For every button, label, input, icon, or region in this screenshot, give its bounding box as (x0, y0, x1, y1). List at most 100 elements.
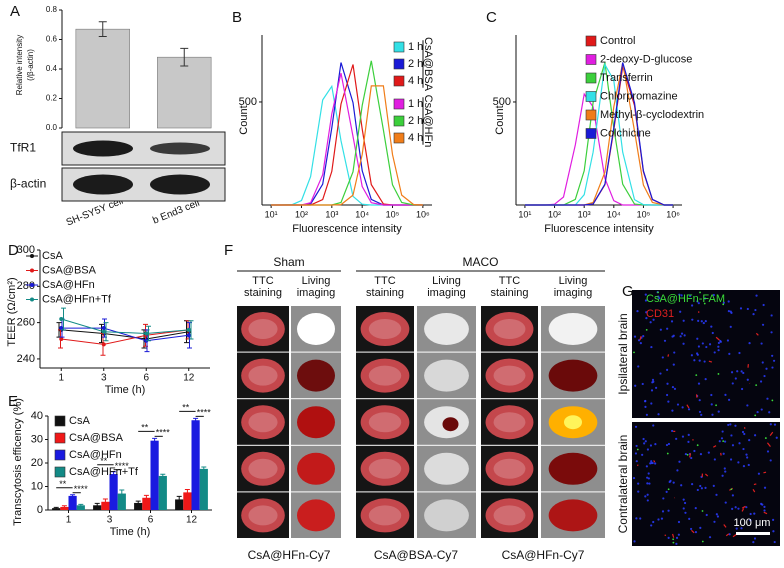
bar (199, 468, 208, 510)
nucleus (676, 469, 679, 472)
nucleus (652, 520, 655, 524)
brain-signal (564, 415, 582, 430)
nucleus (721, 474, 724, 477)
brain-signal (424, 452, 469, 485)
fam-signal (696, 444, 699, 447)
nucleus (700, 320, 703, 323)
bar (191, 420, 200, 510)
series-line (61, 329, 189, 340)
nucleus (697, 345, 701, 348)
nucleus (740, 370, 743, 373)
nucleus (665, 393, 669, 397)
vessel (691, 529, 695, 534)
nucleus (773, 540, 776, 544)
x-tick-label: 12 (186, 515, 198, 526)
y-tick-label: 240 (17, 353, 35, 365)
stain-label: CD31 (646, 308, 674, 320)
nucleus (735, 527, 738, 530)
nucleus (746, 378, 749, 381)
nucleus (649, 444, 653, 447)
legend-label: Control (600, 35, 635, 47)
legend-group: CsA@BSA (422, 37, 434, 92)
legend-swatch (393, 41, 405, 53)
series-line (524, 62, 674, 206)
nucleus (660, 517, 664, 520)
point (101, 329, 106, 334)
nucleus (693, 359, 696, 362)
nucleus (724, 501, 727, 504)
nucleus (651, 378, 655, 382)
nucleus (729, 325, 732, 328)
nucleus (761, 323, 765, 326)
bar (75, 28, 130, 129)
brain-signal (297, 406, 335, 439)
brain-signal (548, 452, 598, 485)
nucleus (708, 536, 712, 539)
nucleus (644, 293, 647, 296)
nucleus (667, 536, 670, 539)
nucleus (746, 456, 749, 459)
error-bar (176, 495, 182, 503)
nucleus (723, 467, 726, 470)
blot-band (73, 174, 133, 195)
column-header: Living (559, 275, 588, 287)
nucleus (696, 300, 699, 303)
nucleus (704, 378, 707, 381)
nucleus (657, 518, 660, 521)
vessel (712, 445, 717, 448)
legend-swatch (54, 432, 66, 444)
vessel (653, 460, 656, 463)
y-axis-label: Transcytosis efficency (%) (12, 398, 24, 526)
nucleus (687, 408, 691, 411)
nucleus (654, 442, 657, 446)
vessel (671, 533, 675, 538)
legend-swatch (54, 415, 66, 427)
nucleus (755, 294, 758, 297)
panel-label: G (622, 283, 634, 300)
column-header: Living (302, 275, 331, 287)
nucleus (728, 533, 731, 536)
nucleus (677, 520, 681, 524)
panel-label: D (8, 242, 19, 259)
nucleus (763, 374, 766, 378)
legend-label: 2-deoxy-D-glucose (600, 53, 692, 65)
nucleus (701, 342, 704, 345)
nucleus (641, 382, 644, 386)
brain-detail (248, 412, 278, 433)
nucleus (708, 343, 712, 346)
nucleus (763, 509, 766, 512)
annotation: ** (141, 423, 149, 433)
nucleus (644, 299, 648, 302)
legend-label: Methyl-β-cyclodextrin (600, 109, 704, 121)
nucleus (737, 461, 740, 464)
nucleus (760, 408, 763, 411)
x-tick-label: 12 (183, 373, 195, 384)
vessel (639, 336, 642, 341)
annotation: **** (74, 484, 89, 494)
nucleus (694, 531, 698, 534)
nucleus (760, 342, 763, 345)
column-header: TTC (252, 275, 273, 287)
nucleus (651, 461, 654, 465)
fam-signal (701, 540, 704, 543)
column-header: imaging (427, 287, 466, 299)
nucleus (688, 517, 691, 520)
nucleus (697, 382, 701, 385)
x-tick-label: 10⁵ (386, 209, 400, 219)
legend-swatch (585, 54, 597, 65)
series-line (61, 327, 189, 342)
nucleus (743, 432, 746, 436)
nucleus (713, 351, 716, 354)
bar (117, 493, 126, 510)
nucleus (748, 341, 751, 345)
legend-label: 1 h (408, 98, 423, 110)
x-axis-label: Fluorescence intensity (292, 223, 402, 235)
legend-swatch (393, 115, 405, 127)
caption: CsA@HFn-Cy7 (248, 548, 331, 562)
legend-marker (30, 283, 34, 287)
bar (134, 502, 143, 510)
x-tick-label: 10² (295, 209, 308, 219)
annotation: **** (197, 408, 212, 418)
nucleus (690, 527, 693, 531)
nucleus (771, 354, 774, 357)
